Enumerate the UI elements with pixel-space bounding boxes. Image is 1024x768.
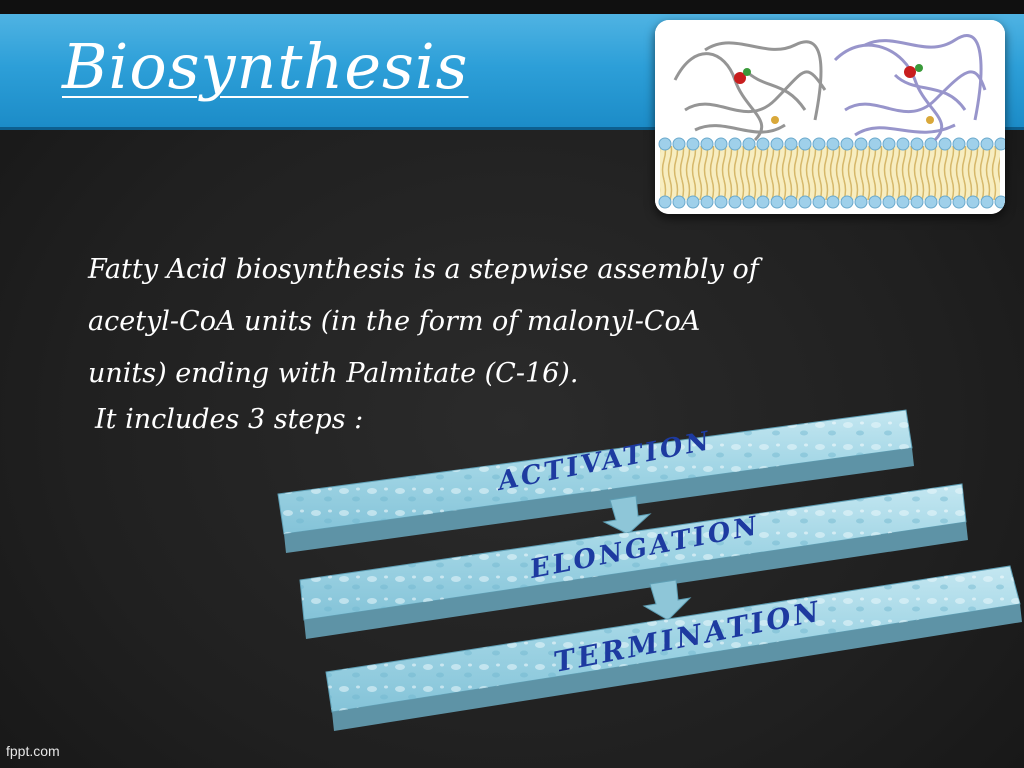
footer-credit: fppt.com (6, 743, 60, 759)
step-bar-elongation (299, 483, 968, 639)
body-paragraph: Fatty Acid biosynthesis is a stepwise as… (88, 244, 958, 400)
top-dark-band (0, 0, 1024, 14)
slide-title: Biosynthesis (62, 30, 469, 103)
body-line: units) ending with Palmitate (C-16). (88, 358, 579, 389)
step-bar-termination (325, 565, 1022, 731)
steps-intro: It includes 3 steps : (95, 404, 364, 435)
down-arrow-icon (602, 495, 652, 535)
body-line: acetyl-CoA units (in the form of malonyl… (88, 306, 701, 337)
down-arrow-icon (642, 579, 692, 621)
enzyme-membrane-image (655, 20, 1005, 214)
body-line: Fatty Acid biosynthesis is a stepwise as… (88, 254, 759, 285)
enzyme-illustration (655, 20, 1005, 214)
step-bar-activation (277, 409, 914, 553)
